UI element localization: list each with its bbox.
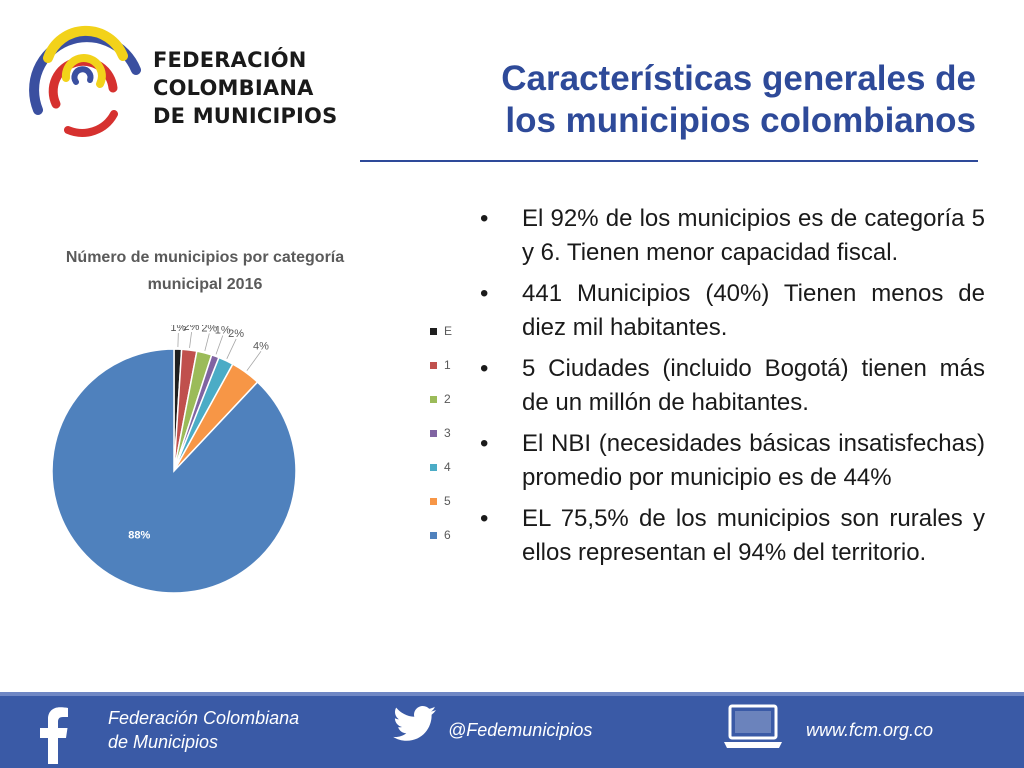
footer-organization: Federación Colombiana de Municipios: [108, 706, 299, 754]
legend-label: E: [444, 324, 453, 338]
chart-legend: E 1 2 3 4 5 6: [430, 322, 470, 562]
legend-item-E: E: [430, 322, 452, 340]
footer-website-link[interactable]: www.fcm.org.co: [806, 720, 934, 740]
legend-swatch: [430, 395, 437, 403]
pie-leader-4: [226, 338, 237, 359]
legend-label: 2: [444, 392, 451, 406]
facebook-icon[interactable]: [38, 704, 70, 764]
slide-title-line-2: los municipios colombianos: [505, 101, 976, 140]
legend-label: 3: [444, 426, 451, 440]
chart-title-line-1: Número de municipios por categoría: [65, 249, 345, 266]
pie-label-4: 2%: [228, 328, 244, 340]
logo-line-3: DE MUNICIPIOS: [153, 104, 338, 128]
pie-leader-5: [246, 351, 262, 371]
bullet-item: 441 Municipios (40%) Tienen menos de die…: [480, 277, 985, 345]
legend-item-2: 2: [430, 390, 451, 408]
pie-slice-6: [51, 348, 297, 594]
chart-title-line-2: municipal 2016: [147, 276, 263, 293]
legend-item-3: 3: [430, 424, 451, 442]
pie-label-2: 2%: [201, 325, 217, 334]
pie-leader-2: [204, 333, 210, 351]
twitter-icon[interactable]: [392, 704, 438, 744]
legend-swatch: [430, 327, 437, 335]
title-divider: [360, 160, 978, 162]
bullet-item: El 92% de los municipios es de categoría…: [480, 202, 985, 270]
legend-swatch: [430, 361, 437, 369]
legend-label: 6: [444, 528, 451, 542]
legend-swatch: [430, 463, 437, 471]
fcm-spiral-logo-icon: [29, 25, 141, 137]
legend-label: 5: [444, 494, 451, 508]
legend-label: 4: [444, 460, 451, 474]
bullet-item: 5 Ciudades (incluido Bogotá) tienen más …: [480, 352, 985, 420]
computer-icon[interactable]: [722, 704, 784, 750]
pie-leader-1: [189, 332, 192, 349]
pie-label-3: 1%: [215, 325, 231, 337]
footer-org-line-2: de Municipios: [108, 732, 219, 752]
footer-bar: Federación Colombiana de Municipios @Fed…: [0, 692, 1024, 768]
legend-item-1: 1: [430, 356, 451, 374]
footer-org-line-1: Federación Colombiana: [108, 708, 300, 728]
legend-swatch: [430, 429, 437, 437]
bullet-item: El NBI (necesidades básicas insatisfecha…: [480, 427, 985, 495]
pie-label-5: 4%: [253, 340, 269, 352]
slide-title-line-1: Características generales de: [501, 59, 976, 98]
legend-item-6: 6: [430, 526, 451, 544]
pie-chart: 1%2% 2%1%2%4%88%: [51, 325, 297, 594]
bullet-item: EL 75,5% de los municipios son rurales y…: [480, 502, 985, 570]
pie-leader-3: [215, 335, 224, 355]
legend-swatch: [430, 531, 437, 539]
legend-item-4: 4: [430, 458, 451, 476]
slide-title: Características generales de los municip…: [376, 58, 976, 142]
bullet-list: El 92% de los municipios es de categoría…: [480, 202, 985, 577]
pie-label-6: 88%: [128, 530, 150, 542]
logo-line-2: COLOMBIANA: [153, 76, 314, 100]
legend-swatch: [430, 497, 437, 505]
legend-label: 1: [444, 358, 451, 372]
chart-title: Número de municipios por categoría munic…: [20, 244, 390, 298]
pie-label-E: 1%: [170, 325, 186, 334]
footer-twitter-handle[interactable]: @Fedemunicipios: [448, 720, 593, 740]
logo-line-1: FEDERACIÓN: [153, 48, 307, 72]
pie-label-1: 2%: [184, 325, 200, 333]
fcm-logo: FEDERACIÓN COLOMBIANA DE MUNICIPIOS: [18, 18, 338, 148]
legend-item-5: 5: [430, 492, 451, 510]
logo-wordmark: FEDERACIÓN COLOMBIANA DE MUNICIPIOS: [153, 46, 337, 130]
